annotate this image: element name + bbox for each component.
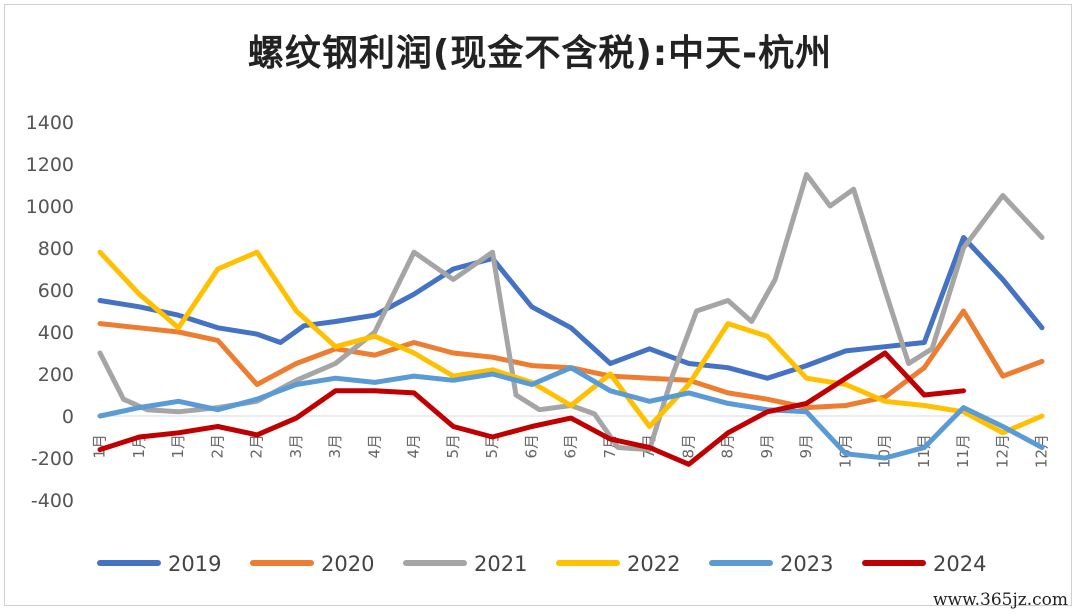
chart-title: 螺纹钢利润(现金不含税):中天-杭州 bbox=[247, 33, 833, 74]
x-tick-label: 10月 bbox=[876, 434, 894, 468]
x-tick-label: 3月 bbox=[287, 434, 305, 459]
y-tick-label: 200 bbox=[38, 364, 74, 386]
y-tick-label: 600 bbox=[38, 280, 74, 302]
y-tick-label: 0 bbox=[62, 406, 74, 428]
legend-label-2019: 2019 bbox=[168, 552, 221, 576]
x-tick-label: 8月 bbox=[719, 434, 737, 459]
x-tick-label: 12月 bbox=[993, 434, 1011, 468]
chart-frame bbox=[4, 4, 1072, 606]
x-tick-label: 4月 bbox=[405, 434, 423, 459]
series-line-2019 bbox=[97, 235, 1045, 381]
legend-label-2024: 2024 bbox=[933, 552, 986, 576]
x-tick-label: 5月 bbox=[444, 434, 462, 459]
legend-label-2023: 2023 bbox=[780, 552, 833, 576]
y-tick-label: 1200 bbox=[26, 154, 74, 176]
y-tick-label: -200 bbox=[31, 448, 74, 470]
series-line-2023 bbox=[97, 365, 1045, 461]
y-tick-label: 1400 bbox=[26, 112, 74, 134]
x-tick-label: 6月 bbox=[522, 434, 540, 459]
x-tick-label: 1月 bbox=[169, 434, 187, 459]
x-tick-label: 6月 bbox=[562, 434, 580, 459]
y-tick-label: 1000 bbox=[26, 196, 74, 218]
legend-label-2021: 2021 bbox=[474, 552, 527, 576]
x-tick-label: 5月 bbox=[483, 434, 501, 459]
x-tick-label: 8月 bbox=[679, 434, 697, 459]
legend-label-2022: 2022 bbox=[627, 552, 680, 576]
x-tick-label: 9月 bbox=[797, 434, 815, 459]
x-tick-label: 3月 bbox=[326, 434, 344, 459]
watermark: www.365jz.com bbox=[933, 590, 1068, 610]
x-tick-label: 1月 bbox=[91, 434, 109, 459]
legend-label-2020: 2020 bbox=[321, 552, 374, 576]
series-line-2021 bbox=[97, 172, 1045, 453]
y-tick-label: 800 bbox=[38, 238, 74, 260]
x-tick-label: 12月 bbox=[1033, 434, 1051, 468]
y-tick-label: -400 bbox=[31, 490, 74, 512]
x-tick-label: 4月 bbox=[365, 434, 383, 459]
x-tick-label: 2月 bbox=[248, 434, 266, 459]
x-tick-label: 2月 bbox=[208, 434, 226, 459]
x-tick-label: 9月 bbox=[758, 434, 776, 459]
series-line-2022 bbox=[97, 249, 1045, 436]
x-tick-label: 11月 bbox=[954, 434, 972, 468]
series-line-2024 bbox=[97, 350, 966, 467]
y-tick-label: 400 bbox=[38, 322, 74, 344]
